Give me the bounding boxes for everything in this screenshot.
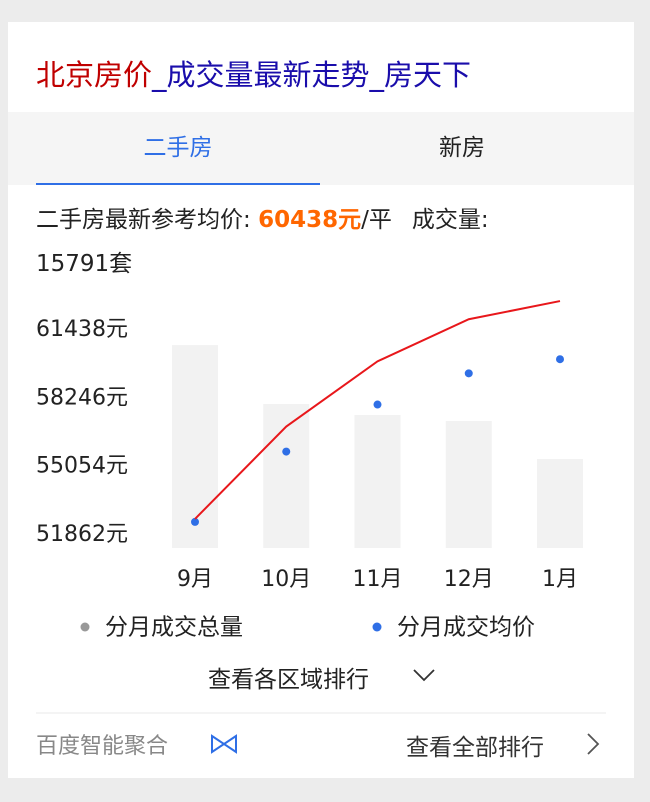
bar — [537, 458, 583, 548]
x-tick-label: 11月 — [353, 567, 403, 592]
source-icon — [211, 734, 237, 754]
bar — [172, 345, 218, 548]
tab[interactable]: 二手房 — [36, 112, 320, 185]
card-title[interactable]: 北京房价_成交量最新走势_房天下 — [36, 52, 471, 94]
y-tick-label: 61438元 — [36, 317, 128, 342]
tab-bar — [8, 112, 634, 185]
line — [194, 300, 561, 520]
x-tick-label: 12月 — [444, 567, 494, 592]
y-tick-label: 51862元 — [36, 522, 128, 547]
y-tick-label: 58246元 — [36, 385, 128, 410]
tab[interactable]: 新房 — [439, 135, 485, 161]
y-tick-label: 55054元 — [36, 454, 128, 479]
volume: 成交量: 15791套 — [36, 207, 489, 277]
dot — [464, 369, 473, 378]
bar — [354, 414, 401, 548]
title-city[interactable]: 北京房价 — [36, 58, 153, 92]
x-tick-label: 10月 — [261, 567, 311, 592]
info-label: 二手房最新参考均价: — [36, 207, 259, 233]
title-rest[interactable]: _成交量最新走势_房天下 — [152, 58, 472, 92]
dot — [191, 517, 199, 526]
bar — [445, 421, 492, 548]
x-tick-label: 1月 — [542, 567, 578, 592]
legend-marker — [372, 622, 382, 632]
dot — [282, 447, 291, 456]
price-info: 二手房最新参考均价: 60438元/平 成交量: 15791套 — [36, 198, 531, 286]
legend-marker — [80, 622, 90, 632]
district-link[interactable]: 查看各区域排行 — [208, 667, 369, 693]
source: 百度智能聚合 — [36, 734, 169, 759]
dot — [556, 355, 564, 364]
price-unit: /平 — [361, 207, 392, 233]
chevron-right — [587, 733, 600, 755]
chevron-down — [413, 669, 435, 682]
all-link[interactable]: 查看全部排行 — [406, 735, 544, 761]
dot — [373, 400, 382, 409]
price: 60438元 — [258, 207, 362, 233]
bar — [263, 403, 310, 548]
x-tick-label: 9月 — [177, 567, 213, 592]
legend-label: 分月成交总量 — [105, 615, 243, 641]
legend-label: 分月成交均价 — [397, 615, 535, 641]
